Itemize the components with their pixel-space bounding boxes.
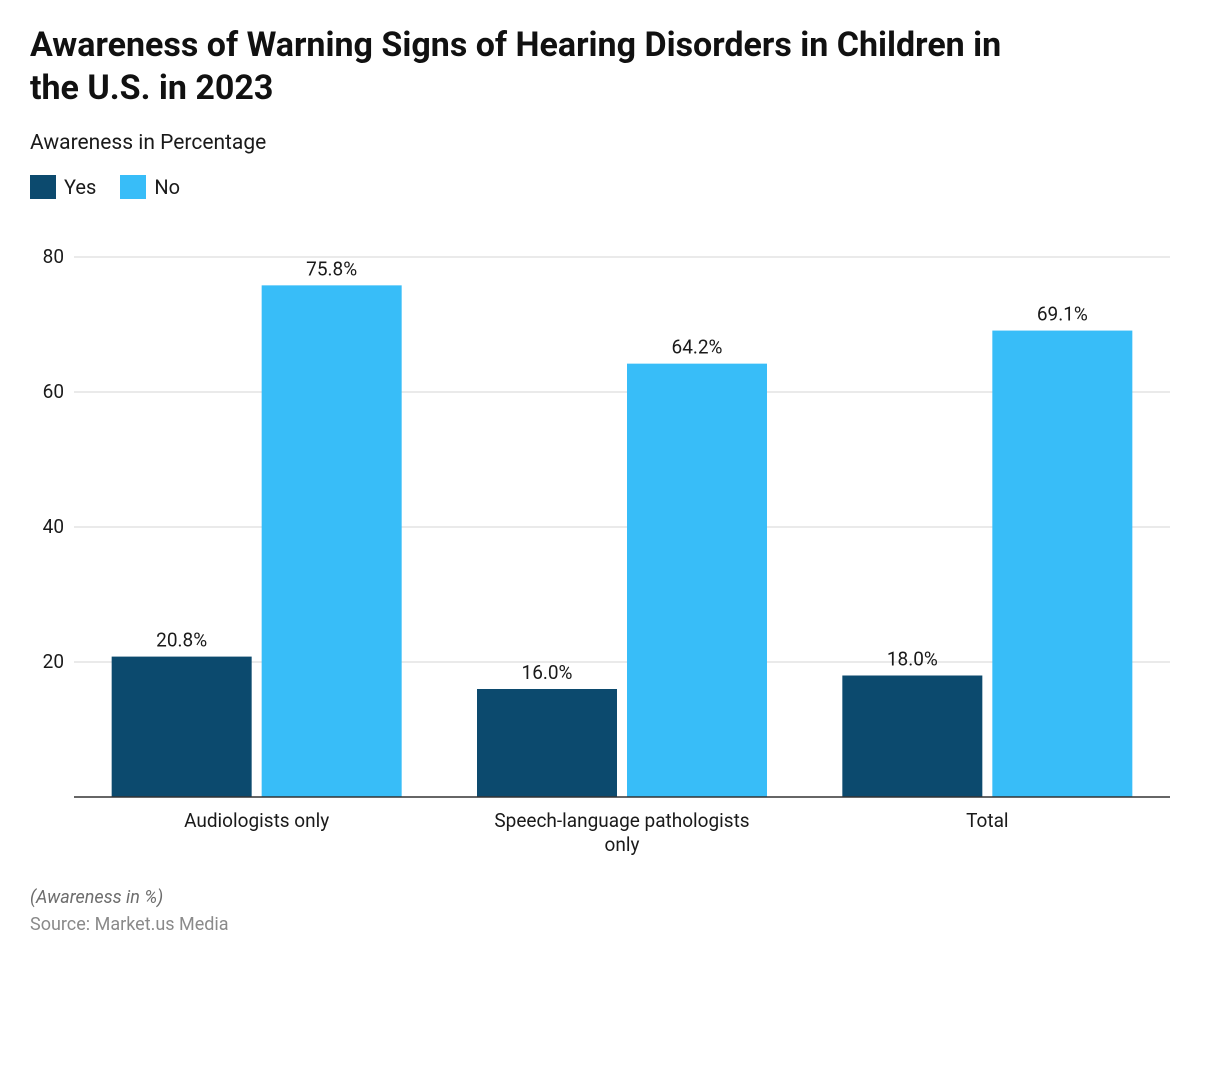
- chart-footer: (Awareness in %) Source: Market.us Media: [30, 887, 1190, 935]
- legend-swatch-no: [120, 175, 146, 199]
- x-category-label: only: [605, 833, 640, 856]
- bar-yes: [112, 657, 252, 797]
- y-tick-label: 80: [43, 245, 64, 268]
- y-tick-label: 40: [43, 515, 64, 538]
- legend: Yes No: [30, 175, 1190, 199]
- bar-no: [262, 285, 402, 797]
- bar-yes: [842, 676, 982, 798]
- bar-no: [627, 364, 767, 797]
- bar-value-label: 64.2%: [672, 336, 723, 359]
- bar-chart-svg: 20 40 60 80 20.8% 75.8% Audiologists only 16.0%…: [30, 229, 1170, 869]
- footer-source: Source: Market.us Media: [30, 914, 1190, 935]
- legend-item-no: No: [120, 175, 180, 199]
- chart-subtitle: Awareness in Percentage: [30, 131, 1190, 155]
- footer-note: (Awareness in %): [30, 887, 1190, 908]
- x-category-label: Speech-language pathologists: [494, 809, 749, 832]
- bar-value-label: 75.8%: [306, 257, 357, 280]
- y-tick-label: 20: [43, 650, 64, 673]
- bar-value-label: 20.8%: [156, 629, 207, 652]
- chart-page: Awareness of Warning Signs of Hearing Di…: [0, 0, 1220, 1070]
- y-tick-label: 60: [43, 380, 64, 403]
- chart-area: 20 40 60 80 20.8% 75.8% Audiologists only 16.0%…: [30, 229, 1190, 873]
- bar-value-label: 16.0%: [522, 661, 573, 684]
- legend-item-yes: Yes: [30, 175, 96, 199]
- x-category-label: Audiologists only: [184, 809, 329, 832]
- legend-label-no: No: [154, 175, 180, 199]
- x-category-label: Total: [966, 809, 1008, 832]
- legend-label-yes: Yes: [64, 175, 96, 199]
- bar-value-label: 18.0%: [887, 648, 938, 671]
- bar-no: [992, 331, 1132, 797]
- bar-yes: [477, 689, 617, 797]
- chart-title: Awareness of Warning Signs of Hearing Di…: [30, 24, 1030, 109]
- legend-swatch-yes: [30, 175, 56, 199]
- bar-value-label: 69.1%: [1037, 303, 1088, 326]
